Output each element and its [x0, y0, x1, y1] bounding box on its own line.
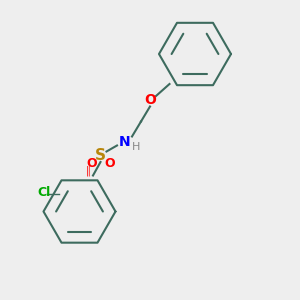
Text: O: O — [104, 157, 115, 170]
Text: H: H — [132, 142, 141, 152]
Text: O: O — [86, 157, 97, 170]
Text: Cl: Cl — [37, 185, 50, 199]
Text: N: N — [119, 136, 130, 149]
Text: S: S — [95, 148, 106, 163]
Text: O: O — [144, 94, 156, 107]
Text: ‖: ‖ — [86, 166, 91, 176]
